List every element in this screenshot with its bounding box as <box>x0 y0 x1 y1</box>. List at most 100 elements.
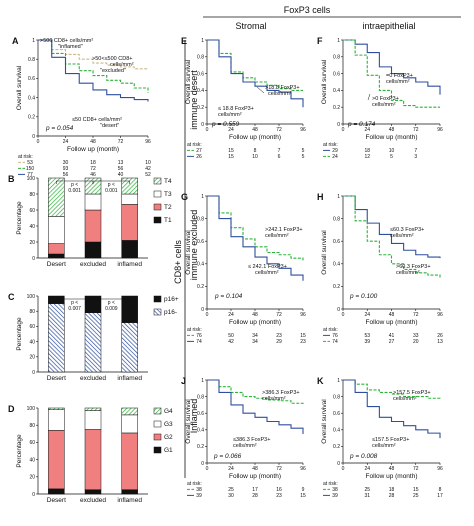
legend-label: G1 <box>164 447 173 454</box>
x-tick-label: 96 <box>437 127 443 133</box>
at-risk-value: 12 <box>364 154 370 160</box>
legend-text: "inflamed" <box>58 44 83 50</box>
at-risk-value: 72 <box>90 166 96 172</box>
x-axis-label: Follow up (month) <box>67 146 119 153</box>
at-risk-value: 9 <box>302 487 305 493</box>
at-risk-value: 93 <box>63 166 69 172</box>
x-axis-label: Follow up (month) <box>365 319 417 326</box>
survival-curve-1 <box>207 195 304 261</box>
legend-text: ≤386.3 FoxP3+ <box>233 437 270 443</box>
p-value: p = 0.066 <box>213 453 242 460</box>
y-tick-label: 0 <box>201 122 204 128</box>
at-risk-value: 27 <box>196 148 202 154</box>
y-tick-label: 1 <box>201 38 204 44</box>
y-tick-label: 0.6 <box>197 71 204 77</box>
x-tick-label: 48 <box>90 139 96 145</box>
y-tick-label: 0.2 <box>197 444 204 450</box>
at-risk-value: 34 <box>252 339 258 345</box>
x-tick-label: 0 <box>206 127 209 133</box>
y-tick-label: 0.4 <box>333 262 340 268</box>
bar-segment-g3 <box>121 414 138 434</box>
at-risk-value: 46 <box>90 172 96 178</box>
legend-label: G2 <box>164 434 173 441</box>
y-axis-label: Overall survival <box>321 59 328 104</box>
row-label-desert: immune desert <box>189 70 199 130</box>
bar-segment-t1 <box>48 253 65 259</box>
at-risk-value: 33 <box>413 333 419 339</box>
at-risk-value: 77 <box>27 172 33 178</box>
at-risk-value: 25 <box>228 487 234 493</box>
survival-curve-2 <box>38 39 149 93</box>
y-tick-label: 60 <box>29 440 35 446</box>
row-label-cd8: CD8+ cells <box>173 240 183 284</box>
bar-segment-t2 <box>48 243 65 255</box>
legend-text: >60.3 FoxP3+ <box>396 264 431 270</box>
p-label: p < <box>71 182 78 188</box>
category-label: Desert <box>47 497 66 504</box>
y-tick-label: 60 <box>29 208 35 214</box>
at-risk-value: 15 <box>228 148 234 154</box>
foxp3-header: FoxP3 cells <box>284 5 331 15</box>
legend-text: cells/mm² <box>390 233 414 239</box>
y-tick-label: 0.6 <box>197 411 204 417</box>
col-stromal: Stromal <box>235 21 266 31</box>
y-tick-label: 1 <box>337 38 340 44</box>
legend-label: G3 <box>164 421 173 428</box>
at-risk-value: 8 <box>439 487 442 493</box>
legend-label: p16+ <box>164 296 179 303</box>
bar-segment-t3 <box>48 216 65 244</box>
at-risk-value: 27 <box>389 339 395 345</box>
at-risk-value: 31 <box>364 493 370 499</box>
panel-label-a: A <box>12 36 19 46</box>
at-risk-value: 40 <box>118 172 124 178</box>
legend-swatch <box>153 190 162 198</box>
bar-segment-t1 <box>121 240 138 259</box>
at-risk-value: 17 <box>437 493 443 499</box>
row-label-inflamed: Inflamed <box>189 399 199 434</box>
category-label: inflamed <box>117 375 142 382</box>
panel-label-f: F <box>317 36 323 46</box>
x-tick-label: 24 <box>63 139 69 145</box>
at-risk-value: 20 <box>413 339 419 345</box>
at-risk-value: 53 <box>364 333 370 339</box>
bar-panel-d: D 0 20 40 60 80 100 Percentage Desert excluded inf… <box>8 404 173 504</box>
at-risk-value: 15 <box>413 487 419 493</box>
y-tick-label: 0.6 <box>333 71 340 77</box>
at-risk-value: 39 <box>364 339 370 345</box>
legend-text: cells/mm² <box>372 102 396 108</box>
y-tick-label: 0.6 <box>333 239 340 245</box>
legend-text: =0 FoxP3+ <box>386 73 413 79</box>
x-tick-label: 24 <box>228 312 234 318</box>
p-label: p < <box>71 300 78 306</box>
at-risk-value: 10 <box>389 148 395 154</box>
at-risk-value: 10 <box>252 154 258 160</box>
at-risk-value: 13 <box>437 339 443 345</box>
x-tick-label: 24 <box>364 127 370 133</box>
legend-text: ≤ 242.1 FoxP3+ <box>248 264 287 270</box>
x-tick-label: 24 <box>228 127 234 133</box>
legend-text: cells/mm² <box>110 62 134 68</box>
p-value: p = 0.104 <box>214 293 243 300</box>
y-tick-label: 0.4 <box>333 88 340 94</box>
y-tick-label: 40 <box>29 457 35 463</box>
at-risk-value: 39 <box>196 493 202 499</box>
y-tick-label: 20 <box>29 355 35 361</box>
at-risk-value: 23 <box>276 333 282 339</box>
bar-segment-t2 <box>84 209 102 243</box>
y-tick-label: 20 <box>29 240 35 246</box>
x-tick-label: 96 <box>300 466 306 472</box>
at-risk-value: 3 <box>414 154 417 160</box>
p-value: 0.007 <box>68 306 81 312</box>
legend-text: ≤60.3 FoxP3+ <box>390 227 424 233</box>
at-risk-value: 41 <box>389 333 395 339</box>
survival-curve-2 <box>207 39 304 108</box>
legend-text: >242.1 FoxP3+ <box>265 227 303 233</box>
legend-label: T4 <box>164 178 172 185</box>
at-risk-value: 42 <box>228 339 234 345</box>
panel-label-k: K <box>317 376 324 386</box>
at-risk-value: 7 <box>414 148 417 154</box>
y-tick-label: 0.2 <box>333 284 340 290</box>
